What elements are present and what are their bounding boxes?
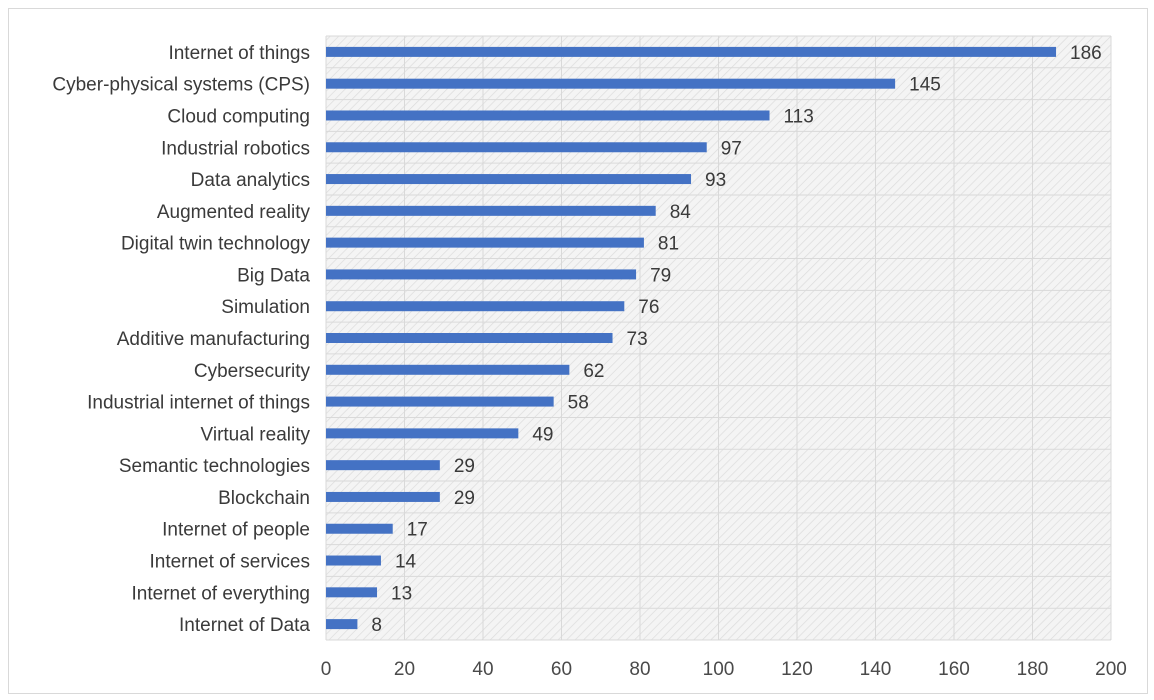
bar [326, 333, 613, 343]
x-tick-label: 180 [1017, 659, 1049, 680]
category-label: Cloud computing [167, 106, 310, 127]
bar [326, 364, 570, 375]
data-label: 145 [909, 75, 941, 96]
category-label: Blockchain [218, 488, 310, 509]
bar [326, 237, 644, 248]
bar [326, 460, 440, 471]
data-label: 29 [454, 456, 475, 477]
data-label: 73 [627, 329, 648, 350]
data-label: 186 [1070, 43, 1102, 64]
data-label: 58 [568, 393, 589, 414]
data-label: 13 [391, 583, 412, 604]
category-label: Internet of everything [132, 583, 311, 604]
x-tick-label: 200 [1095, 659, 1127, 680]
x-tick-label: 160 [938, 659, 970, 680]
bar [326, 110, 770, 121]
category-label: Semantic technologies [119, 456, 310, 477]
x-tick-label: 60 [551, 659, 572, 680]
category-label: Simulation [221, 297, 310, 318]
bar [326, 523, 393, 534]
x-tick-label: 80 [629, 659, 650, 680]
bar [326, 587, 378, 598]
x-tick-label: 140 [860, 659, 892, 680]
data-label: 8 [371, 615, 382, 636]
data-label: 81 [658, 234, 679, 255]
data-label: 93 [705, 170, 726, 191]
x-tick-label: 100 [703, 659, 735, 680]
bar [326, 491, 440, 502]
category-label: Internet of Data [179, 615, 310, 636]
bar [326, 428, 519, 439]
data-label: 97 [721, 138, 742, 159]
category-label: Internet of things [168, 43, 310, 64]
category-label: Virtual reality [201, 424, 311, 445]
category-label: Cyber-physical systems (CPS) [52, 75, 310, 96]
data-label: 113 [784, 106, 814, 127]
x-tick-label: 0 [321, 659, 332, 680]
category-label: Digital twin technology [121, 234, 311, 255]
bar [326, 301, 625, 312]
x-axis-tick-labels: 0 20 40 60 80 100 120 140 160 180 200 [321, 659, 1127, 680]
category-label: Additive manufacturing [117, 329, 310, 350]
bar [326, 174, 692, 185]
data-label: 49 [532, 424, 553, 445]
data-label: 17 [407, 520, 428, 541]
x-tick-label: 40 [472, 659, 493, 680]
data-label: 79 [650, 265, 671, 286]
data-label: 84 [670, 202, 692, 223]
data-label: 29 [454, 488, 475, 509]
bar [326, 619, 358, 630]
bar [326, 142, 707, 153]
value-labels: 186 145 113 97 93 84 81 79 76 73 62 58 49 29 29 17 14 13 8 [371, 43, 1101, 636]
x-tick-label: 20 [394, 659, 415, 680]
category-label: Industrial internet of things [87, 393, 310, 414]
category-label: Augmented reality [157, 202, 311, 223]
category-label: Big Data [237, 265, 310, 286]
gridlines [325, 35, 1112, 641]
bars [326, 46, 1057, 630]
category-labels: Internet of things Cyber-physical systems… [52, 43, 310, 636]
bar [326, 555, 381, 566]
bar [326, 78, 896, 89]
category-label: Cybersecurity [194, 361, 311, 382]
bar [326, 269, 637, 280]
chart-frame: Internet of things Cyber-physical systems… [8, 8, 1148, 694]
bar-chart: Internet of things Cyber-physical systems… [52, 35, 1127, 680]
data-label: 76 [638, 297, 659, 318]
category-label: Internet of people [162, 520, 310, 541]
x-tick-label: 120 [781, 659, 813, 680]
category-label: Data analytics [191, 170, 310, 191]
category-label: Industrial robotics [161, 138, 310, 159]
bar [326, 396, 554, 407]
data-label: 14 [395, 552, 417, 573]
bar [326, 46, 1057, 57]
data-label: 62 [583, 361, 604, 382]
bar [326, 205, 656, 216]
category-label: Internet of services [149, 552, 310, 573]
